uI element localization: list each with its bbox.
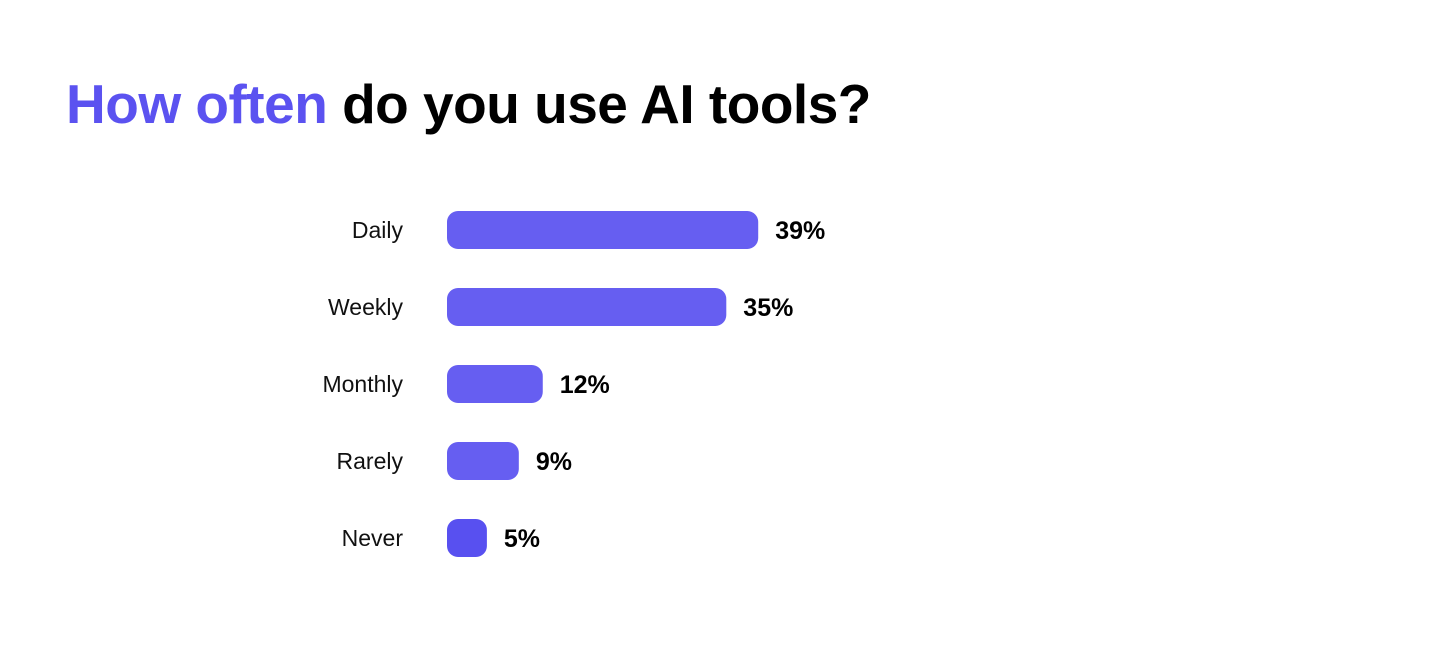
value-label: 39% [775,217,825,245]
chart-title-rest: do you use AI tools? [342,73,871,135]
value-label: 12% [560,371,610,399]
bar-monthly [447,365,543,403]
bar-daily [447,211,759,249]
category-label: Daily [352,217,404,243]
value-label: 9% [536,448,572,476]
category-label: Never [342,525,404,551]
category-label: Weekly [328,294,403,320]
category-label: Rarely [337,448,404,474]
bar-never [447,519,487,557]
value-label: 5% [504,525,540,553]
category-label: Monthly [322,371,403,397]
chart-title-highlight: How often [66,73,328,135]
bar-rarely [447,442,519,480]
value-label: 35% [743,294,793,322]
chart-title: How often do you use AI tools? [66,72,871,136]
bar-weekly [447,288,727,326]
